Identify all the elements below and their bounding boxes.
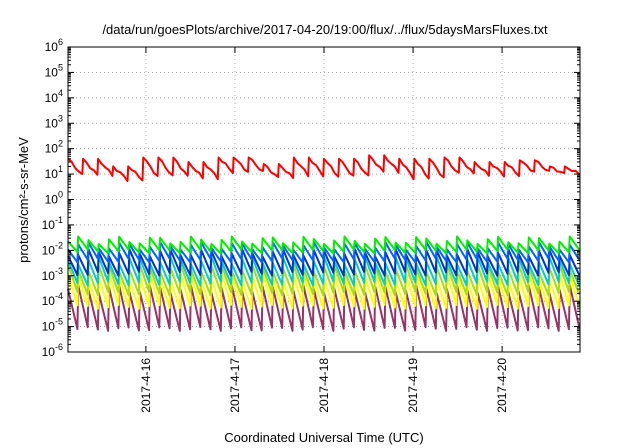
x-axis: 2017-4-16 2017-4-17 2017-4-18 2017-4-19 2017… — [139, 47, 509, 413]
series-line-1 — [67, 154, 580, 182]
series-group — [67, 154, 581, 332]
series-line-8 — [67, 284, 581, 332]
x-tick-label: 2017-4-17 — [228, 358, 242, 413]
x-tick-label: 2017-4-16 — [139, 358, 153, 413]
y-tick-label: 101 — [45, 164, 63, 181]
x-tick-label: 2017-4-19 — [406, 358, 420, 413]
series-line-2 — [67, 235, 581, 255]
y-tick-label: 105 — [45, 62, 63, 79]
y-tick-label: 10-6 — [42, 342, 63, 359]
y-tick-label: 10-1 — [42, 215, 63, 232]
y-axis-label: protons/cm²-s-sr-MeV — [16, 137, 31, 263]
x-tick-label: 2017-4-20 — [495, 358, 509, 413]
y-tick-label: 10-5 — [42, 317, 63, 334]
y-tick-label: 10-2 — [42, 240, 63, 257]
y-tick-label: 100 — [45, 190, 63, 207]
y-axis: 106 105 104 103 102 101 100 10-1 10-2 10-3 10-4 10-… — [42, 37, 580, 359]
y-tick-label: 10-3 — [42, 266, 63, 283]
chart-title: /data/run/goesPlots/archive/2017-04-20/1… — [102, 22, 548, 37]
y-tick-label: 103 — [45, 113, 63, 130]
y-tick-label: 106 — [45, 37, 63, 54]
y-tick-label: 104 — [45, 88, 63, 105]
y-tick-label: 10-4 — [42, 291, 63, 308]
series-line-4 — [67, 248, 581, 277]
x-tick-label: 2017-4-18 — [317, 358, 331, 413]
x-axis-label: Coordinated Universal Time (UTC) — [224, 430, 423, 445]
series-line-3 — [67, 241, 581, 264]
y-tick-label: 102 — [45, 139, 63, 156]
